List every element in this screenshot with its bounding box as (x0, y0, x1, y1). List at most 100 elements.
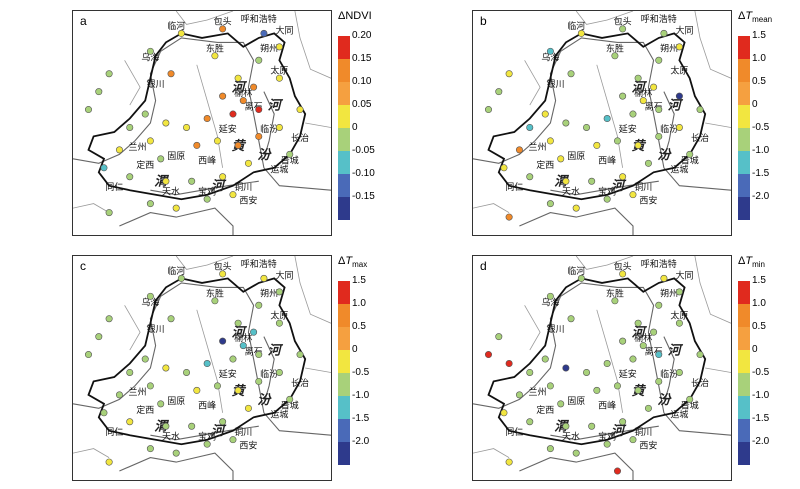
legend-tick-label: -2.0 (752, 436, 770, 447)
station-point (177, 29, 185, 37)
legend-colorbar (338, 281, 350, 465)
place-label: 乌海 (141, 296, 159, 308)
place-label: 银川 (547, 78, 565, 90)
province-boundary (196, 309, 223, 413)
station-point (188, 177, 196, 185)
legend-swatch (738, 442, 750, 465)
place-label: 运城 (270, 164, 288, 175)
legend-tick-label: 0.20 (352, 30, 372, 41)
station-point (213, 382, 221, 390)
place-label: 定西 (536, 159, 554, 171)
legend-swatch (338, 396, 350, 419)
legend-tick-label: 1.5 (352, 275, 366, 286)
place-label: 榆林 (634, 87, 652, 99)
station-point (229, 110, 237, 118)
river-label: 河 (232, 325, 248, 341)
place-label: 宝鸡 (198, 431, 216, 443)
station-point (203, 360, 211, 368)
station-point (193, 141, 201, 149)
station-point (505, 70, 513, 78)
legend-tick-label: 0 (352, 344, 358, 355)
station-point (557, 400, 565, 408)
station-point (255, 351, 263, 359)
province-boundary (694, 11, 731, 79)
station-point (239, 97, 247, 105)
station-point (639, 97, 647, 105)
province-boundary (575, 256, 634, 270)
legend-swatch (338, 151, 350, 174)
river-label: 汾 (257, 147, 272, 163)
province-boundary (294, 256, 331, 324)
station-point (275, 123, 283, 131)
place-label: 定西 (136, 404, 154, 416)
station-point (219, 25, 227, 33)
station-point (239, 342, 247, 350)
legend-swatch (738, 396, 750, 419)
place-label: 西安 (239, 195, 257, 207)
station-point (286, 150, 294, 158)
place-label: 大同 (676, 269, 694, 281)
place-label: 东胜 (206, 42, 224, 54)
legend-swatch (338, 128, 350, 151)
legend-tick-label: -0.15 (352, 191, 375, 202)
station-point (115, 146, 123, 154)
station-point (505, 213, 513, 221)
province-boundary (73, 203, 110, 213)
station-point (495, 333, 503, 341)
station-point (229, 436, 237, 444)
province-boundary (124, 60, 141, 106)
legend-tick-label: 0.05 (352, 99, 372, 110)
legend-title: ΔTmin (738, 255, 765, 270)
station-point (577, 29, 585, 37)
station-point (546, 200, 554, 208)
loess-plateau-boundary (487, 32, 707, 201)
river-label: 河 (211, 423, 227, 439)
station-point (634, 74, 642, 82)
station-point (588, 177, 596, 185)
station-point (84, 106, 92, 114)
place-label: 榆林 (634, 332, 652, 344)
station-point (639, 342, 647, 350)
station-point (141, 110, 149, 118)
loess-plateau-boundary (87, 32, 307, 201)
place-label: 榆林 (234, 87, 252, 99)
legend-swatch (338, 350, 350, 373)
legend-swatch (738, 419, 750, 442)
river-label: 河 (632, 80, 648, 96)
province-boundary (524, 305, 541, 351)
station-point (546, 445, 554, 453)
river-line (519, 452, 634, 480)
station-point (275, 368, 283, 376)
station-point (255, 132, 263, 140)
river-line (263, 91, 275, 159)
station-point (619, 173, 627, 181)
place-label: 东胜 (606, 42, 624, 54)
river-line (150, 180, 259, 196)
legend-tick-label: -0.5 (752, 122, 770, 133)
station-point (619, 337, 627, 345)
station-point (255, 56, 263, 64)
legend-swatch (338, 327, 350, 350)
station-point (105, 315, 113, 323)
station-point (100, 409, 108, 417)
station-point (696, 351, 704, 359)
station-point (526, 123, 534, 131)
place-label: 铜川 (634, 181, 652, 193)
station-point (655, 56, 663, 64)
place-label: 天水 (162, 186, 180, 198)
station-point (619, 25, 627, 33)
river-line (663, 91, 675, 159)
station-point (219, 92, 227, 100)
place-label: 临汾 (260, 368, 278, 380)
legend-swatch (738, 373, 750, 396)
station-point (541, 110, 549, 118)
legend-title: ΔTmean (738, 10, 773, 25)
place-label: 固原 (167, 396, 185, 407)
river-label: 河 (211, 178, 227, 194)
station-point (603, 115, 611, 123)
station-point (146, 47, 154, 55)
legend-swatch (738, 59, 750, 82)
legend-swatch (738, 128, 750, 151)
station-point (146, 382, 154, 390)
place-label: 兰州 (528, 141, 546, 153)
